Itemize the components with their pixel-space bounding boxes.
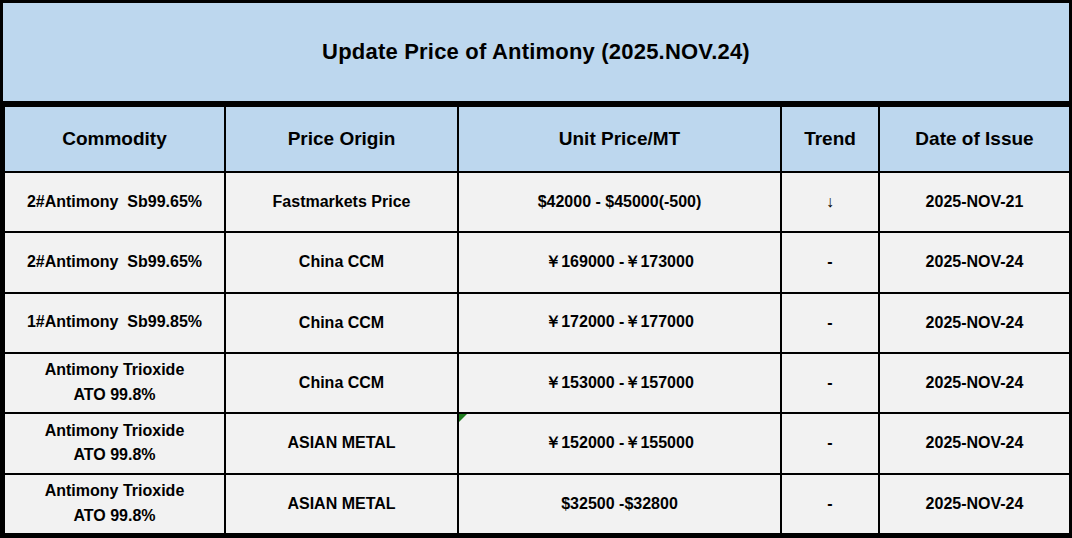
unit-price-cell: ￥169000 -￥173000 — [458, 232, 781, 292]
date-of-issue-cell: 2025-NOV-24 — [879, 293, 1070, 353]
trend-cell: - — [781, 413, 879, 473]
column-header-unit-price: Unit Price/MT — [458, 106, 781, 172]
commodity-cell: Antimony Trioxide ATO 99.8% — [4, 474, 225, 534]
price-origin-cell: China CCM — [225, 293, 458, 353]
table-row: 2#Antimony Sb99.65% China CCM ￥169000 -￥… — [4, 232, 1070, 292]
commodity-cell: 2#Antimony Sb99.65% — [4, 172, 225, 232]
unit-price-cell: $32500 -$32800 — [458, 474, 781, 534]
price-origin-cell: ASIAN METAL — [225, 474, 458, 534]
table-row: Antimony Trioxide ATO 99.8% ASIAN METAL … — [4, 474, 1070, 534]
column-header-commodity: Commodity — [4, 106, 225, 172]
unit-price-cell: $42000 - $45000(-500) — [458, 172, 781, 232]
commodity-cell: Antimony Trioxide ATO 99.8% — [4, 413, 225, 473]
date-of-issue-cell: 2025-NOV-24 — [879, 474, 1070, 534]
date-of-issue-cell: 2025-NOV-24 — [879, 413, 1070, 473]
price-table: Commodity Price Origin Unit Price/MT Tre… — [3, 105, 1071, 535]
table-row: 2#Antimony Sb99.65% Fastmarkets Price $4… — [4, 172, 1070, 232]
price-origin-cell: China CCM — [225, 353, 458, 413]
price-origin-cell: China CCM — [225, 232, 458, 292]
antimony-price-sheet: Update Price of Antimony (2025.NOV.24) C… — [0, 0, 1072, 538]
price-origin-cell: Fastmarkets Price — [225, 172, 458, 232]
trend-cell: - — [781, 293, 879, 353]
table-row: Antimony Trioxide ATO 99.8% China CCM ￥1… — [4, 353, 1070, 413]
table-row: Antimony Trioxide ATO 99.8% ASIAN METAL … — [4, 413, 1070, 473]
trend-cell: - — [781, 353, 879, 413]
page-title: Update Price of Antimony (2025.NOV.24) — [322, 39, 750, 65]
trend-cell-down-arrow: ↓ — [781, 172, 879, 232]
commodity-cell: 2#Antimony Sb99.65% — [4, 232, 225, 292]
date-of-issue-cell: 2025-NOV-21 — [879, 172, 1070, 232]
table-row: 1#Antimony Sb99.85% China CCM ￥172000 -￥… — [4, 293, 1070, 353]
column-header-trend: Trend — [781, 106, 879, 172]
price-origin-cell: ASIAN METAL — [225, 413, 458, 473]
unit-price-cell: ￥153000 -￥157000 — [458, 353, 781, 413]
date-of-issue-cell: 2025-NOV-24 — [879, 353, 1070, 413]
trend-cell: - — [781, 474, 879, 534]
commodity-cell: 1#Antimony Sb99.85% — [4, 293, 225, 353]
column-header-price-origin: Price Origin — [225, 106, 458, 172]
date-of-issue-cell: 2025-NOV-24 — [879, 232, 1070, 292]
unit-price-cell: ￥172000 -￥177000 — [458, 293, 781, 353]
commodity-cell: Antimony Trioxide ATO 99.8% — [4, 353, 225, 413]
trend-cell: - — [781, 232, 879, 292]
column-header-date-of-issue: Date of Issue — [879, 106, 1070, 172]
comment-marker-icon — [459, 414, 467, 422]
header-row: Commodity Price Origin Unit Price/MT Tre… — [4, 106, 1070, 172]
unit-price-text: ￥152000 -￥155000 — [545, 434, 694, 451]
unit-price-cell: ￥152000 -￥155000 — [458, 413, 781, 473]
title-band: Update Price of Antimony (2025.NOV.24) — [3, 3, 1069, 105]
